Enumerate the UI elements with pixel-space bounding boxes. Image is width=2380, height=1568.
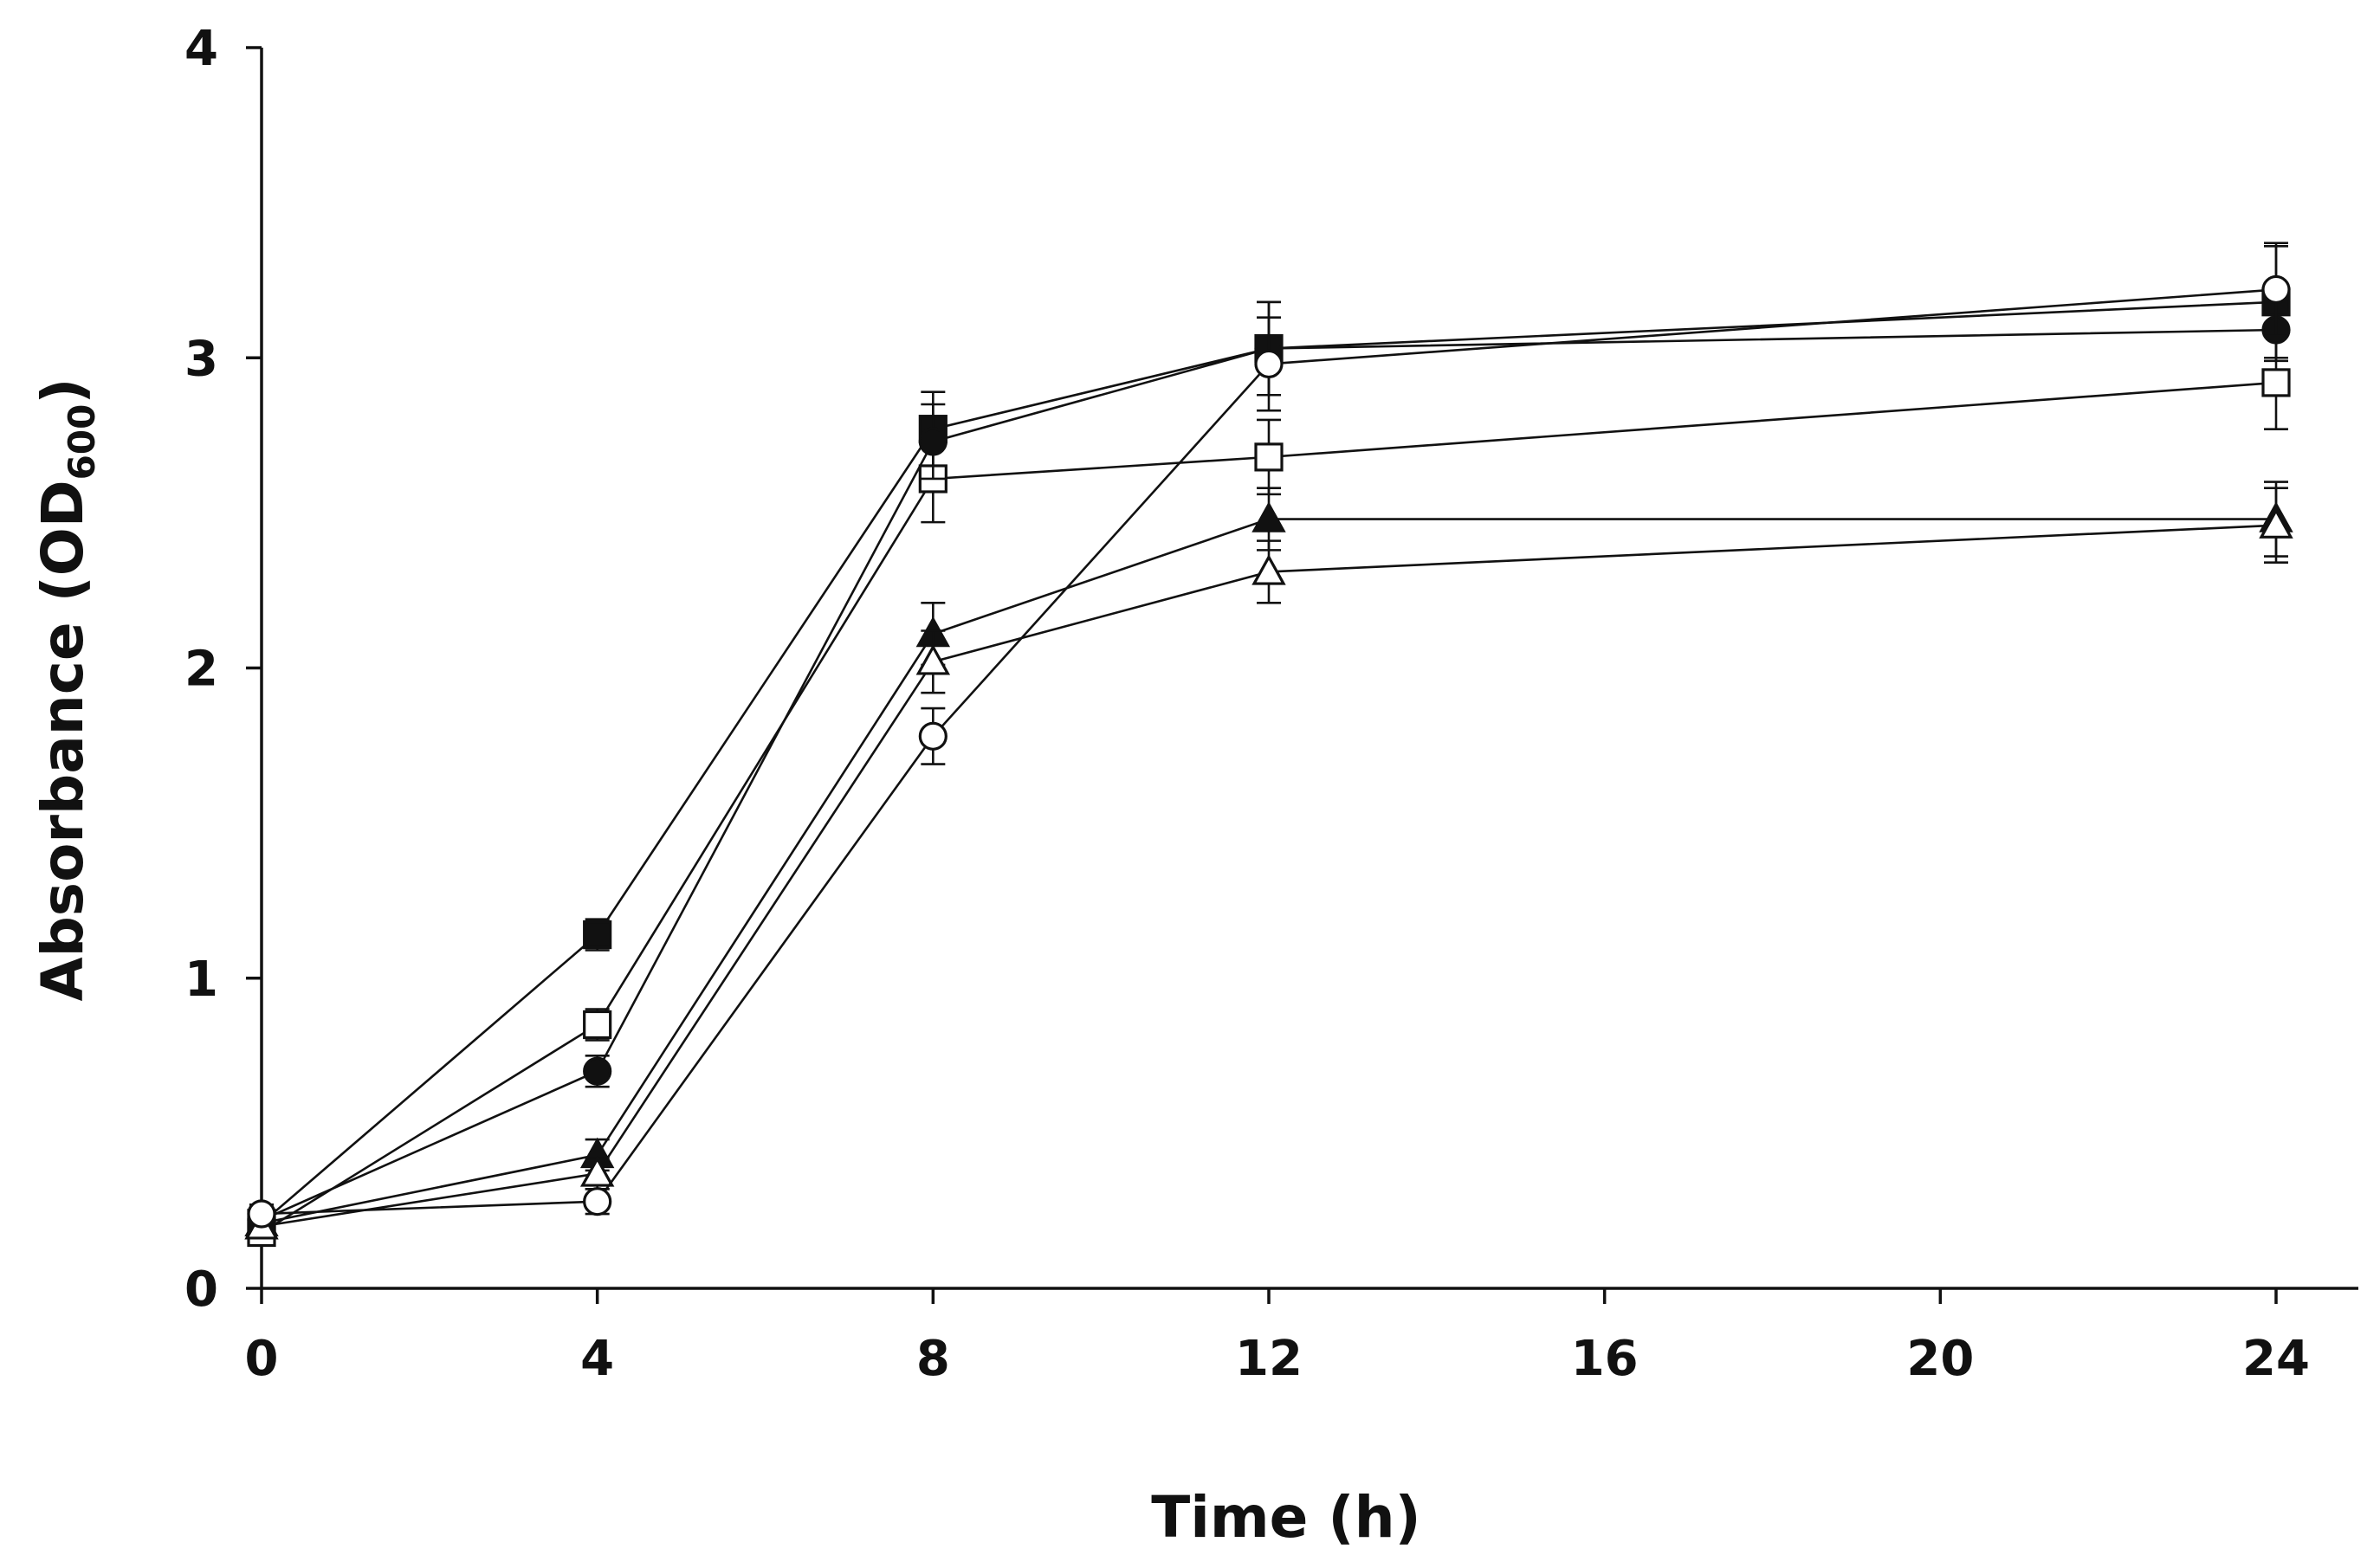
data-point-circle bbox=[2261, 274, 2291, 305]
data-point-circle bbox=[247, 1199, 276, 1229]
series-line bbox=[261, 524, 2277, 1228]
x-axis-title: Time (h) bbox=[1151, 1484, 1420, 1551]
data-point-circle bbox=[1254, 349, 1284, 379]
data-point-square bbox=[583, 920, 612, 950]
y-tick-label: 0 bbox=[184, 1261, 218, 1318]
x-tick-label: 16 bbox=[1571, 1331, 1639, 1387]
x-tick-label: 24 bbox=[2242, 1331, 2310, 1387]
series-layer bbox=[244, 242, 2293, 1248]
y-axis-title-close: ) bbox=[29, 377, 96, 403]
data-point-square bbox=[1254, 442, 1284, 472]
series-open-circle bbox=[247, 242, 2291, 1229]
y-tick-label: 3 bbox=[184, 331, 218, 387]
data-point-triangle bbox=[1251, 501, 1286, 532]
data-point-circle bbox=[918, 721, 947, 751]
y-axis-title-subscript: 600 bbox=[61, 404, 103, 481]
series-open-square bbox=[247, 334, 2291, 1248]
y-tick-label: 1 bbox=[184, 952, 218, 1008]
data-point-circle bbox=[583, 1187, 612, 1216]
data-point-circle bbox=[918, 427, 947, 456]
data-point-triangle bbox=[579, 1156, 615, 1187]
y-ticks: 0 1 2 3 4 bbox=[184, 21, 262, 1318]
y-tick-label: 2 bbox=[184, 642, 218, 698]
data-point-triangle bbox=[1251, 554, 1286, 585]
data-point-square bbox=[583, 1010, 612, 1040]
x-ticks: 0 4 8 12 16 20 24 bbox=[245, 1288, 2310, 1387]
data-point-triangle bbox=[2259, 507, 2293, 539]
y-tick-label: 4 bbox=[184, 21, 218, 77]
x-tick-label: 8 bbox=[916, 1331, 950, 1387]
series-line bbox=[261, 518, 2276, 1225]
series-open-triangle bbox=[244, 487, 2293, 1240]
data-point-square bbox=[2261, 368, 2291, 397]
y-axis-title: Absorbance (OD600) bbox=[29, 377, 103, 1001]
y-axis-title-main: Absorbance (OD bbox=[29, 480, 96, 1001]
x-tick-label: 12 bbox=[1235, 1331, 1303, 1387]
data-point-circle bbox=[583, 1056, 612, 1086]
x-tick-label: 0 bbox=[245, 1331, 279, 1387]
x-tick-label: 20 bbox=[1906, 1331, 1974, 1387]
data-point-triangle bbox=[915, 644, 951, 675]
x-tick-label: 4 bbox=[580, 1331, 614, 1387]
